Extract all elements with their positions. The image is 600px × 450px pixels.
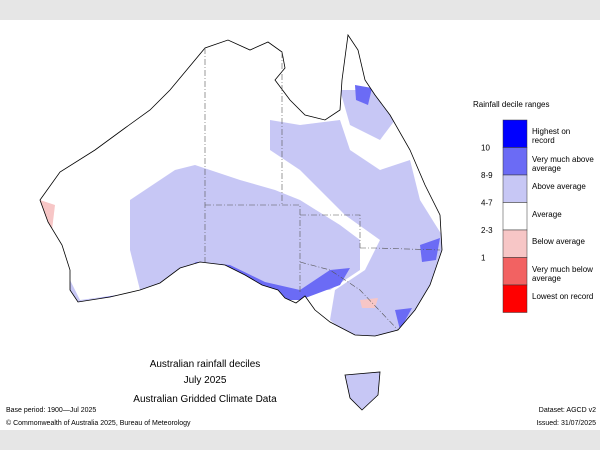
legend-swatch (502, 284, 528, 313)
legend-swatch (502, 257, 528, 286)
coastline (39, 33, 443, 411)
map-title: Australian rainfall deciles July 2025 Aust… (133, 359, 277, 405)
map: Australian rainfall deciles July 2025 Aust… (6, 33, 596, 427)
decile-range: 4-7 (481, 199, 493, 208)
decile-range: 10 (481, 144, 490, 153)
legend-label: Highest on record (532, 127, 571, 145)
legend-label: Below average (532, 237, 585, 246)
decile-range: 1 (481, 254, 486, 263)
dataset: Dataset: AGCD v2 (539, 407, 596, 414)
title-line: Australian rainfall deciles (150, 359, 261, 370)
legend-label: Very much above average (532, 154, 594, 173)
legend-label: Very much below average (532, 264, 593, 283)
decile-range: 2-3 (481, 226, 493, 235)
legend: 10 8-9 4-7 2-3 1 (481, 119, 528, 313)
legend-swatch (502, 147, 528, 176)
map-panel: Australian rainfall deciles July 2025 Aust… (0, 20, 600, 430)
legend-label: Average (532, 209, 562, 219)
legend-swatch (502, 174, 528, 203)
issued: Issued: 31/07/2025 (536, 420, 596, 427)
legend-label: Above average (532, 182, 586, 191)
title-line: Australian Gridded Climate Data (133, 394, 277, 405)
legend-label: Lowest on record (532, 292, 594, 301)
state-borders (204, 48, 441, 331)
legend-title: Rainfall decile ranges (473, 100, 550, 109)
copyright: © Commonwealth of Australia 2025, Bureau… (6, 419, 191, 427)
legend-swatch (502, 119, 528, 148)
decile-range: 8-9 (481, 171, 493, 180)
base-period: Base period: 1900—Jul 2025 (6, 407, 96, 414)
title-line: July 2025 (184, 375, 227, 386)
legend-swatch (502, 229, 528, 258)
legend-swatch (502, 202, 528, 231)
